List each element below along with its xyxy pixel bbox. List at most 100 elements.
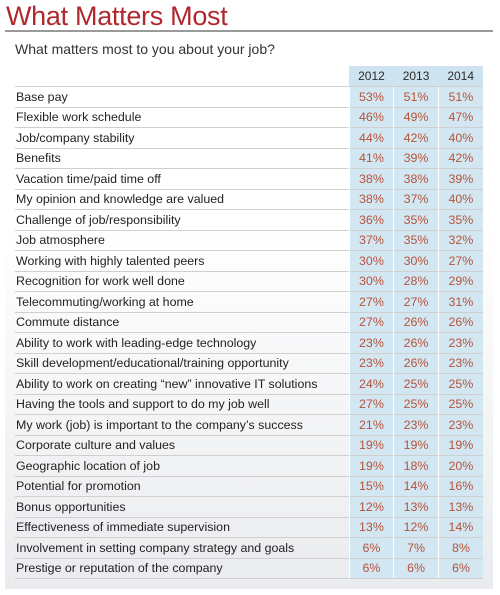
data-table: 2012 2013 2014 Base pay 53% 51% 51% Flexible… xyxy=(15,66,483,579)
table-row: Telecommuting/working at home 27% 27% 31% xyxy=(15,291,483,312)
table-row: Bonus opportunities 12% 13% 13% xyxy=(15,496,483,517)
value-cell-2013: 26% xyxy=(393,352,439,374)
value-cell-2014: 27% xyxy=(437,250,483,271)
row-label: Bonus opportunities xyxy=(15,496,350,517)
value-cell-2012: 38% xyxy=(348,168,394,189)
header-year-2014: 2014 xyxy=(438,66,483,87)
value-cell-2013: 13% xyxy=(393,496,439,517)
value-cell-2013: 6% xyxy=(393,557,439,579)
value-cell-2013: 27% xyxy=(393,291,439,312)
value-cell-2014: 26% xyxy=(437,311,483,333)
row-label: Potential for promotion xyxy=(15,475,350,497)
table-row: Ability to work with leading-edge techno… xyxy=(15,332,483,353)
row-label: My opinion and knowledge are valued xyxy=(15,188,350,210)
value-cell-2014: 29% xyxy=(437,270,483,292)
value-cell-2013: 7% xyxy=(393,537,439,558)
table-row: Base pay 53% 51% 51% xyxy=(15,86,483,107)
row-label: Prestige or reputation of the company xyxy=(15,557,350,579)
value-cell-2014: 13% xyxy=(437,496,483,517)
header-year-2013: 2013 xyxy=(393,66,439,87)
value-cell-2014: 23% xyxy=(437,352,483,374)
value-cell-2012: 12% xyxy=(348,496,394,517)
value-cell-2014: 25% xyxy=(437,373,483,394)
table-panel: What matters most to you about your job?… xyxy=(5,30,493,589)
table-row: Geographic location of job 19% 18% 20% xyxy=(15,455,483,476)
row-label: Base pay xyxy=(15,86,350,107)
row-label: Working with highly talented peers xyxy=(15,250,350,271)
row-label: Benefits xyxy=(15,147,350,169)
value-cell-2012: 41% xyxy=(348,147,394,169)
value-cell-2014: 31% xyxy=(437,291,483,312)
value-cell-2014: 8% xyxy=(437,537,483,558)
value-cell-2013: 51% xyxy=(393,86,439,107)
table-row: Involvement in setting company strategy … xyxy=(15,537,483,558)
value-cell-2013: 12% xyxy=(393,516,439,538)
value-cell-2012: 27% xyxy=(348,291,394,312)
table-row: Prestige or reputation of the company 6% 6… xyxy=(15,557,483,579)
row-label: Job/company stability xyxy=(15,127,350,148)
row-label: Having the tools and support to do my jo… xyxy=(15,393,350,415)
value-cell-2014: 40% xyxy=(437,188,483,210)
value-cell-2014: 32% xyxy=(437,229,483,251)
value-cell-2012: 38% xyxy=(348,188,394,210)
table-row: Job/company stability 44% 42% 40% xyxy=(15,127,483,148)
table-row: Recognition for work well done 30% 28% 29% xyxy=(15,270,483,292)
value-cell-2014: 20% xyxy=(437,455,483,476)
value-cell-2013: 42% xyxy=(393,127,439,148)
value-cell-2012: 21% xyxy=(348,414,394,435)
value-cell-2014: 19% xyxy=(437,434,483,456)
value-cell-2014: 23% xyxy=(437,414,483,435)
value-cell-2012: 15% xyxy=(348,475,394,497)
row-label: Flexible work schedule xyxy=(15,106,350,128)
value-cell-2013: 39% xyxy=(393,147,439,169)
row-label: My work (job) is important to the compan… xyxy=(15,414,350,435)
value-cell-2013: 26% xyxy=(393,311,439,333)
value-cell-2012: 37% xyxy=(348,229,394,251)
chart-title: What Matters Most xyxy=(6,1,228,31)
row-label: Corporate culture and values xyxy=(15,434,350,456)
row-label: Ability to work on creating “new” innova… xyxy=(15,373,350,394)
row-label: Skill development/educational/training o… xyxy=(15,352,350,374)
value-cell-2012: 46% xyxy=(348,106,394,128)
value-cell-2012: 6% xyxy=(348,557,394,579)
table-row: My opinion and knowledge are valued 38% 37… xyxy=(15,188,483,210)
value-cell-2013: 25% xyxy=(393,373,439,394)
row-label: Vacation time/paid time off xyxy=(15,168,350,189)
row-label: Geographic location of job xyxy=(15,455,350,476)
table-row: Potential for promotion 15% 14% 16% xyxy=(15,475,483,497)
value-cell-2013: 35% xyxy=(393,209,439,230)
row-label: Commute distance xyxy=(15,311,350,333)
row-label: Telecommuting/working at home xyxy=(15,291,350,312)
value-cell-2013: 38% xyxy=(393,168,439,189)
value-cell-2013: 18% xyxy=(393,455,439,476)
value-cell-2012: 36% xyxy=(348,209,394,230)
table-body: Base pay 53% 51% 51% Flexible work schedule 4… xyxy=(15,86,483,579)
value-cell-2012: 24% xyxy=(348,373,394,394)
value-cell-2014: 6% xyxy=(437,557,483,579)
value-cell-2013: 30% xyxy=(393,250,439,271)
value-cell-2014: 23% xyxy=(437,332,483,353)
row-label: Ability to work with leading-edge techno… xyxy=(15,332,350,353)
table-row: Effectiveness of immediate supervision 13… xyxy=(15,516,483,538)
table-row: Ability to work on creating “new” innova… xyxy=(15,373,483,394)
value-cell-2014: 16% xyxy=(437,475,483,497)
value-cell-2012: 23% xyxy=(348,352,394,374)
value-cell-2012: 6% xyxy=(348,537,394,558)
table-row: My work (job) is important to the compan… xyxy=(15,414,483,435)
value-cell-2014: 51% xyxy=(437,86,483,107)
value-cell-2014: 47% xyxy=(437,106,483,128)
value-cell-2013: 37% xyxy=(393,188,439,210)
table-row: Commute distance 27% 26% 26% xyxy=(15,311,483,333)
table-row: Corporate culture and values 19% 19% 19% xyxy=(15,434,483,456)
table-row: Job atmosphere 37% 35% 32% xyxy=(15,229,483,251)
table-row: Challenge of job/responsibility 36% 35% 35% xyxy=(15,209,483,230)
value-cell-2014: 40% xyxy=(437,127,483,148)
value-cell-2014: 25% xyxy=(437,393,483,415)
value-cell-2012: 19% xyxy=(348,455,394,476)
value-cell-2013: 14% xyxy=(393,475,439,497)
value-cell-2012: 27% xyxy=(348,311,394,333)
value-cell-2012: 30% xyxy=(348,250,394,271)
row-label: Job atmosphere xyxy=(15,229,350,251)
value-cell-2012: 19% xyxy=(348,434,394,456)
value-cell-2013: 23% xyxy=(393,414,439,435)
